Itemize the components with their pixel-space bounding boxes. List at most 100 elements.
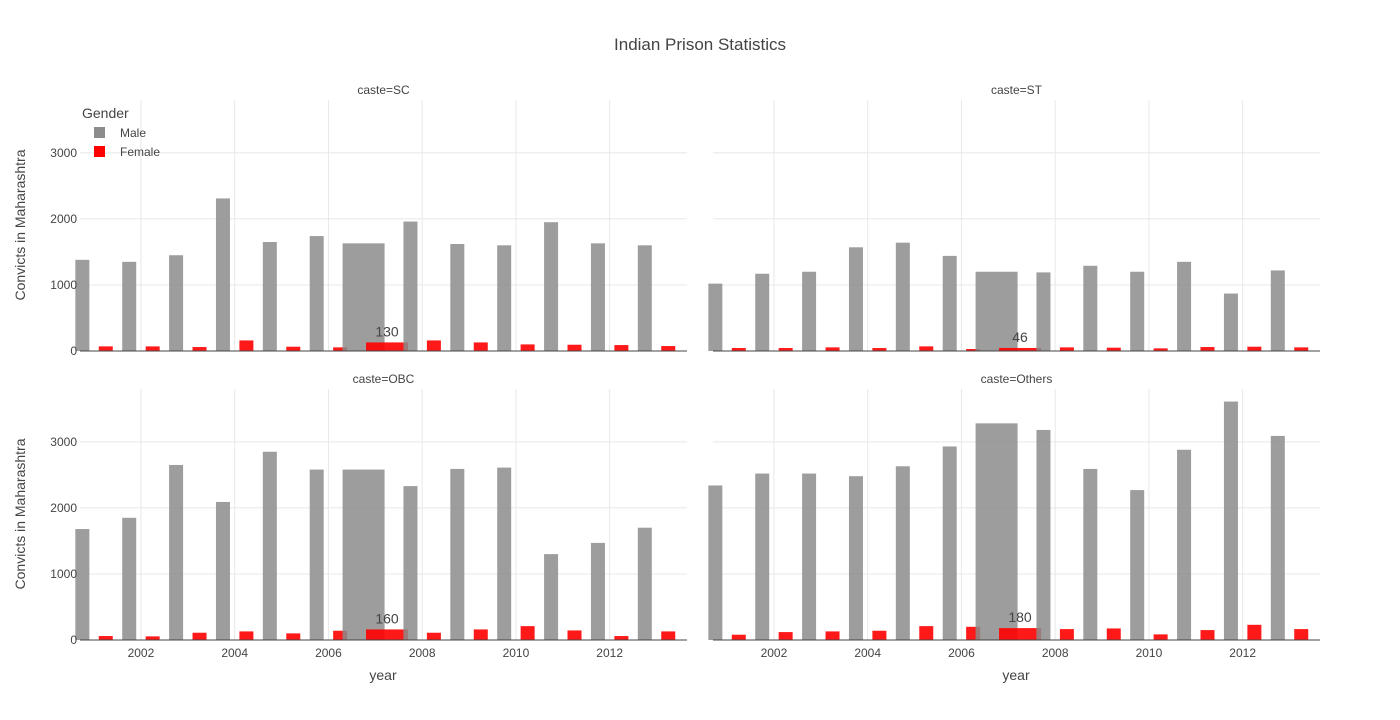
bar-female-2002[interactable]: [778, 348, 793, 351]
bar-male-2001[interactable]: [75, 259, 90, 351]
bar-female-2003[interactable]: [192, 347, 207, 351]
bar-female-2012[interactable]: [1247, 624, 1262, 640]
bar-female-2012[interactable]: [614, 345, 629, 351]
bar-female-2007[interactable]: [366, 629, 409, 640]
bar-male-2005[interactable]: [262, 451, 277, 640]
bar-female-2002[interactable]: [145, 636, 160, 640]
bar-female-2001[interactable]: [98, 346, 113, 351]
bar-female-2010[interactable]: [520, 344, 535, 351]
bar-male-2001[interactable]: [75, 529, 90, 640]
bar-female-2006[interactable]: [333, 630, 348, 640]
bar-male-2012[interactable]: [1223, 401, 1238, 640]
bar-female-2004[interactable]: [872, 348, 887, 351]
bar-female-2001[interactable]: [731, 348, 746, 351]
bar-male-2013[interactable]: [637, 527, 652, 640]
bar-male-2008[interactable]: [1036, 272, 1051, 351]
bar-female-2009[interactable]: [1106, 628, 1121, 640]
bar-female-2012[interactable]: [1247, 346, 1262, 351]
bar-male-2012[interactable]: [590, 542, 605, 640]
bar-male-2001[interactable]: [708, 283, 723, 351]
bar-male-2005[interactable]: [262, 242, 277, 351]
bar-female-2010[interactable]: [1153, 348, 1168, 351]
bar-female-2009[interactable]: [473, 629, 488, 640]
bar-male-2003[interactable]: [169, 255, 184, 351]
bar-male-2011[interactable]: [1177, 449, 1192, 640]
bar-male-2004[interactable]: [848, 476, 863, 640]
bar-male-2003[interactable]: [802, 271, 817, 351]
bar-female-2005[interactable]: [919, 626, 934, 640]
bar-male-2007[interactable]: [975, 423, 1018, 640]
bar-male-2002[interactable]: [122, 261, 137, 351]
bar-female-2009[interactable]: [473, 342, 488, 351]
bar-female-2003[interactable]: [825, 631, 840, 640]
bar-female-2008[interactable]: [426, 340, 441, 351]
bar-female-2002[interactable]: [778, 632, 793, 640]
bar-female-2007[interactable]: [999, 347, 1042, 351]
bar-male-2011[interactable]: [544, 222, 559, 351]
bar-male-2007[interactable]: [975, 271, 1018, 351]
bar-female-2011[interactable]: [1200, 630, 1215, 640]
bar-female-2004[interactable]: [872, 630, 887, 640]
bar-female-2005[interactable]: [286, 346, 301, 351]
bar-male-2012[interactable]: [1223, 293, 1238, 351]
bar-male-2010[interactable]: [497, 245, 512, 351]
bar-male-2002[interactable]: [122, 517, 137, 640]
bar-male-2006[interactable]: [942, 255, 957, 351]
bar-male-2010[interactable]: [497, 467, 512, 640]
bar-male-2004[interactable]: [215, 501, 230, 640]
bar-male-2009[interactable]: [450, 468, 465, 640]
bar-male-2003[interactable]: [169, 464, 184, 640]
bar-female-2001[interactable]: [731, 634, 746, 640]
bar-female-2007[interactable]: [999, 628, 1042, 640]
bar-female-2010[interactable]: [520, 626, 535, 640]
bar-female-2006[interactable]: [966, 349, 981, 351]
bar-male-2012[interactable]: [590, 243, 605, 351]
bar-female-2004[interactable]: [239, 631, 254, 640]
bar-female-2004[interactable]: [239, 340, 254, 351]
bar-female-2007[interactable]: [366, 342, 409, 351]
bar-male-2006[interactable]: [309, 469, 324, 640]
bar-male-2005[interactable]: [895, 242, 910, 351]
bar-male-2007[interactable]: [342, 469, 385, 640]
bar-male-2009[interactable]: [1083, 265, 1098, 351]
bar-male-2009[interactable]: [450, 243, 465, 351]
bar-female-2009[interactable]: [1106, 347, 1121, 351]
legend-swatch-male[interactable]: [94, 127, 105, 138]
bar-male-2010[interactable]: [1130, 271, 1145, 351]
bar-male-2006[interactable]: [309, 236, 324, 351]
bar-female-2011[interactable]: [567, 344, 582, 351]
legend-label-male[interactable]: Male: [120, 126, 146, 140]
bar-male-2002[interactable]: [755, 473, 770, 640]
bar-female-2013[interactable]: [661, 631, 676, 640]
bar-male-2008[interactable]: [1036, 429, 1051, 640]
bar-male-2009[interactable]: [1083, 468, 1098, 640]
bar-male-2011[interactable]: [1177, 261, 1192, 351]
bar-male-2007[interactable]: [342, 243, 385, 351]
bar-female-2010[interactable]: [1153, 634, 1168, 640]
bar-male-2006[interactable]: [942, 446, 957, 640]
bar-male-2004[interactable]: [215, 198, 230, 351]
legend-swatch-female[interactable]: [94, 146, 105, 157]
bar-female-2013[interactable]: [1294, 629, 1309, 640]
bar-male-2008[interactable]: [403, 486, 418, 640]
bar-female-2013[interactable]: [661, 346, 676, 351]
bar-male-2013[interactable]: [1270, 270, 1285, 351]
bar-female-2003[interactable]: [192, 632, 207, 640]
bar-male-2011[interactable]: [544, 554, 559, 640]
bar-female-2011[interactable]: [1200, 347, 1215, 351]
bar-male-2010[interactable]: [1130, 490, 1145, 640]
legend-label-female[interactable]: Female: [120, 145, 160, 159]
bar-male-2005[interactable]: [895, 466, 910, 640]
bar-female-2008[interactable]: [1059, 629, 1074, 640]
bar-female-2005[interactable]: [286, 633, 301, 640]
bar-male-2001[interactable]: [708, 485, 723, 640]
bar-male-2013[interactable]: [1270, 435, 1285, 640]
bar-female-2001[interactable]: [98, 636, 113, 640]
bar-female-2013[interactable]: [1294, 347, 1309, 351]
bar-female-2002[interactable]: [145, 346, 160, 351]
bar-female-2008[interactable]: [426, 632, 441, 640]
bar-female-2003[interactable]: [825, 347, 840, 351]
bar-male-2003[interactable]: [802, 473, 817, 640]
bar-male-2013[interactable]: [637, 245, 652, 351]
bar-male-2004[interactable]: [848, 247, 863, 351]
